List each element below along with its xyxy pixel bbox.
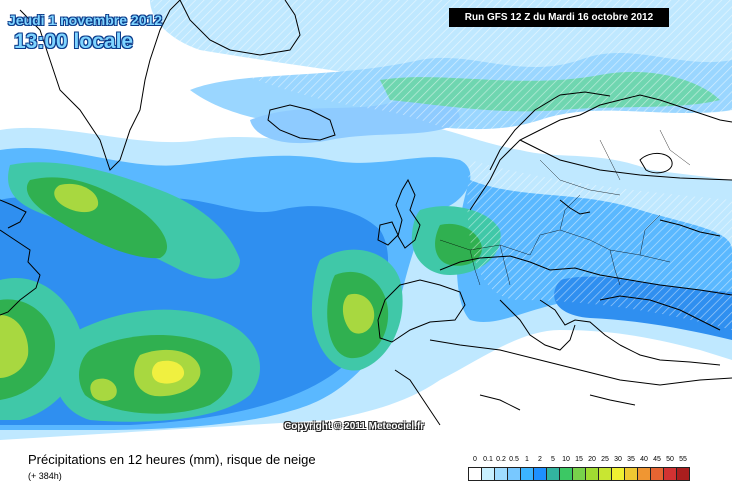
legend-swatch <box>585 467 599 481</box>
legend-label: 55 <box>679 456 687 463</box>
legend-label: 25 <box>601 456 609 463</box>
local-time-label: 13:00 locale <box>14 30 134 53</box>
product-title: Précipitations en 12 heures (mm), risque… <box>28 452 316 467</box>
legend-swatch <box>520 467 534 481</box>
legend-swatch <box>637 467 651 481</box>
legend-label: 0.2 <box>496 456 506 463</box>
legend-swatch <box>611 467 625 481</box>
map-footer: Précipitations en 12 heures (mm), risque… <box>0 440 732 488</box>
legend-label: 2 <box>538 456 542 463</box>
coastlines <box>0 0 732 426</box>
legend-label: 15 <box>575 456 583 463</box>
country-borders <box>439 129 691 286</box>
legend-swatch <box>676 467 690 481</box>
legend-swatch <box>650 467 664 481</box>
valid-date-label: Jeudi 1 novembre 2012 <box>8 12 163 28</box>
legend-swatch <box>598 467 612 481</box>
legend-labels: 0 0.1 0.2 0.5 1 2 5 10 15 20 25 30 35 40 45 50 55 <box>468 456 720 465</box>
legend-label: 20 <box>588 456 596 463</box>
legend-swatch <box>494 467 508 481</box>
legend-label: 50 <box>666 456 674 463</box>
map-canvas <box>0 0 732 440</box>
legend-label: 0.5 <box>509 456 519 463</box>
legend-label: 0.1 <box>483 456 493 463</box>
legend-swatch <box>624 467 638 481</box>
legend-label: 30 <box>614 456 622 463</box>
forecast-hour-label: (+ 384h) <box>28 471 62 481</box>
model-run-label: Run GFS 12 Z du Mardi 16 octobre 2012 <box>449 8 669 27</box>
legend-swatch <box>663 467 677 481</box>
legend-swatches <box>468 467 720 481</box>
legend-swatch <box>481 467 495 481</box>
legend-swatch <box>533 467 547 481</box>
legend-label: 1 <box>525 456 529 463</box>
precip-level-yellow <box>0 183 375 401</box>
legend-label: 5 <box>551 456 555 463</box>
legend-label: 45 <box>653 456 661 463</box>
precipitation-legend: 0 0.1 0.2 0.5 1 2 5 10 15 20 25 30 35 40 45 50 55 <box>468 456 720 481</box>
legend-swatch <box>559 467 573 481</box>
legend-label: 10 <box>562 456 570 463</box>
precipitation-map: Jeudi 1 novembre 2012 13:00 locale Run G… <box>0 0 732 440</box>
legend-swatch <box>572 467 586 481</box>
legend-swatch <box>546 467 560 481</box>
legend-swatch <box>507 467 521 481</box>
legend-label: 0 <box>473 456 477 463</box>
legend-swatch <box>468 467 482 481</box>
copyright-label: Copyright © 2011 Meteociel.fr <box>284 421 425 432</box>
legend-label: 35 <box>627 456 635 463</box>
legend-label: 40 <box>640 456 648 463</box>
